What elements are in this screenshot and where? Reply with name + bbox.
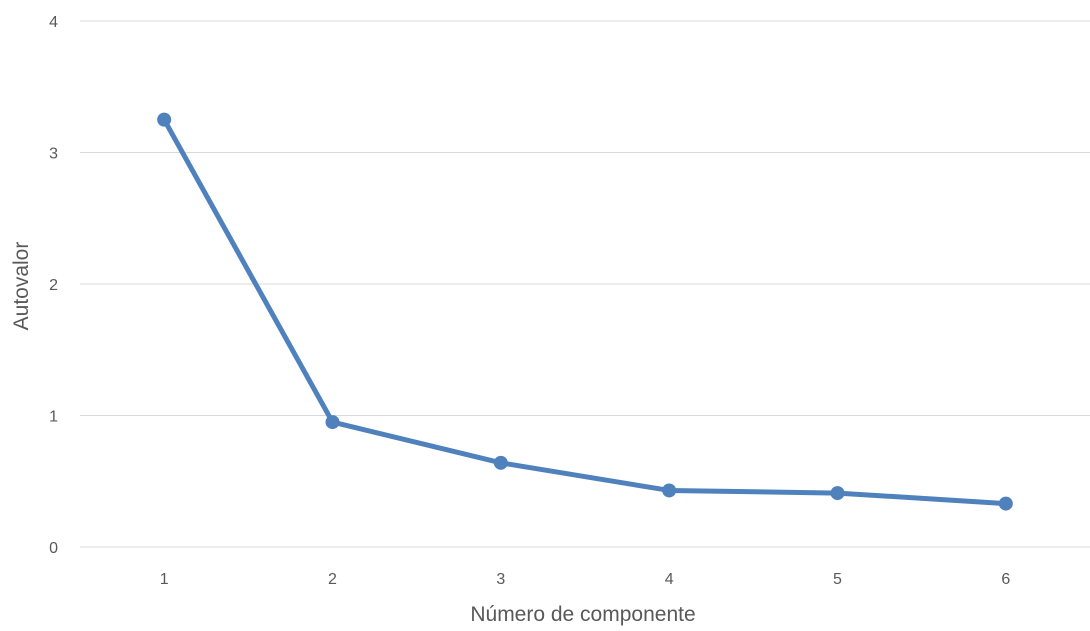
series-layer — [157, 112, 1013, 511]
data-point-4 — [662, 483, 677, 498]
y-axis-ticks: 0 1 2 3 4 — [49, 14, 58, 557]
x-tick-label: 3 — [496, 571, 505, 588]
y-tick-label: 2 — [49, 277, 58, 294]
y-tick-label: 0 — [49, 540, 58, 557]
y-tick-label: 4 — [49, 14, 58, 31]
data-point-5 — [830, 486, 845, 501]
x-axis-title: Número de componente — [470, 603, 695, 626]
data-point-1 — [157, 112, 172, 127]
x-tick-label: 1 — [160, 571, 169, 588]
y-tick-label: 1 — [49, 409, 58, 426]
data-point-3 — [493, 455, 508, 470]
gridlines — [80, 20, 1090, 548]
series-line — [161, 117, 1009, 507]
y-axis-title: Autovalor — [10, 242, 33, 331]
x-tick-label: 6 — [1001, 571, 1010, 588]
data-point-2 — [325, 415, 340, 430]
x-tick-label: 4 — [665, 571, 674, 588]
x-axis-ticks: 1 2 3 4 5 6 — [160, 571, 1011, 588]
data-point-6 — [998, 496, 1013, 511]
x-tick-label: 2 — [328, 571, 337, 588]
x-tick-label: 5 — [833, 571, 842, 588]
y-tick-label: 3 — [49, 146, 58, 163]
